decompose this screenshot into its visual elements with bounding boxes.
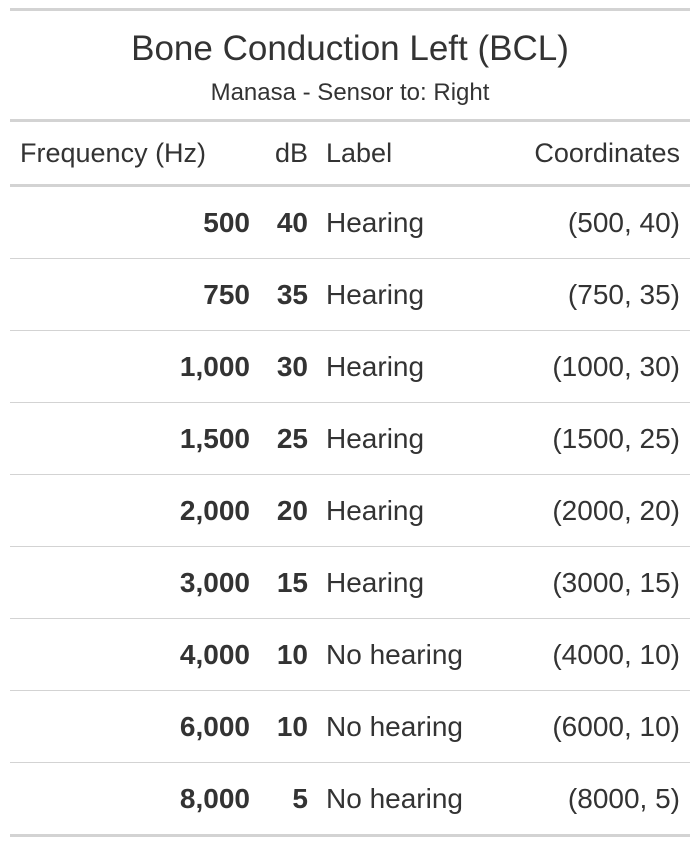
cell-label: Hearing: [316, 546, 496, 619]
column-header-coordinates: Coordinates: [496, 122, 690, 187]
cell-label: Hearing: [316, 402, 496, 475]
cell-frequency: 1,000: [10, 330, 250, 403]
hearing-table: Frequency (Hz) dB Label Coordinates 500 4…: [10, 122, 690, 837]
cell-coordinates: (3000, 15): [496, 546, 690, 619]
cell-coordinates: (4000, 10): [496, 618, 690, 691]
table-row: 4,000 10 No hearing (4000, 10): [10, 618, 690, 691]
cell-coordinates: (6000, 10): [496, 690, 690, 763]
cell-label: Hearing: [316, 330, 496, 403]
cell-db: 40: [250, 185, 316, 259]
cell-db: 20: [250, 474, 316, 547]
table-row: 1,500 25 Hearing (1500, 25): [10, 402, 690, 475]
cell-label: No hearing: [316, 690, 496, 763]
table-row: 1,000 30 Hearing (1000, 30): [10, 330, 690, 403]
cell-coordinates: (750, 35): [496, 258, 690, 331]
cell-label: Hearing: [316, 474, 496, 547]
cell-db: 10: [250, 618, 316, 691]
cell-db: 30: [250, 330, 316, 403]
cell-label: No hearing: [316, 762, 496, 837]
cell-label: Hearing: [316, 185, 496, 259]
cell-coordinates: (8000, 5): [496, 762, 690, 837]
cell-frequency: 3,000: [10, 546, 250, 619]
table-row: 2,000 20 Hearing (2000, 20): [10, 474, 690, 547]
top-rule: [10, 8, 690, 11]
cell-db: 5: [250, 762, 316, 837]
table-body: 500 40 Hearing (500, 40) 750 35 Hearing (750, 3…: [10, 185, 690, 837]
table-row: 8,000 5 No hearing (8000, 5): [10, 762, 690, 837]
cell-frequency: 750: [10, 258, 250, 331]
cell-label: Hearing: [316, 258, 496, 331]
cell-frequency: 8,000: [10, 762, 250, 837]
cell-frequency: 4,000: [10, 618, 250, 691]
table-header: Frequency (Hz) dB Label Coordinates: [10, 122, 690, 187]
cell-db: 35: [250, 258, 316, 331]
table-row: 750 35 Hearing (750, 35): [10, 258, 690, 331]
table-row: 6,000 10 No hearing (6000, 10): [10, 690, 690, 763]
table-subtitle: Manasa - Sensor to: Right: [210, 79, 490, 106]
cell-frequency: 2,000: [10, 474, 250, 547]
cell-db: 10: [250, 690, 316, 763]
data-table-container: Bone Conduction Left (BCL) Manasa - Sens…: [10, 8, 690, 837]
column-header-db: dB: [250, 122, 316, 187]
cell-db: 15: [250, 546, 316, 619]
header-row: Frequency (Hz) dB Label Coordinates: [10, 122, 690, 187]
cell-coordinates: (1500, 25): [496, 402, 690, 475]
table-row: 3,000 15 Hearing (3000, 15): [10, 546, 690, 619]
cell-label: No hearing: [316, 618, 496, 691]
cell-frequency: 6,000: [10, 690, 250, 763]
cell-frequency: 1,500: [10, 402, 250, 475]
table-row: 500 40 Hearing (500, 40): [10, 185, 690, 259]
cell-coordinates: (500, 40): [496, 185, 690, 259]
cell-coordinates: (1000, 30): [496, 330, 690, 403]
heading-rule: [10, 119, 690, 122]
cell-frequency: 500: [10, 185, 250, 259]
column-header-frequency: Frequency (Hz): [10, 122, 250, 187]
table-title: Bone Conduction Left (BCL): [131, 29, 569, 68]
cell-coordinates: (2000, 20): [496, 474, 690, 547]
column-header-label: Label: [316, 122, 496, 187]
cell-db: 25: [250, 402, 316, 475]
